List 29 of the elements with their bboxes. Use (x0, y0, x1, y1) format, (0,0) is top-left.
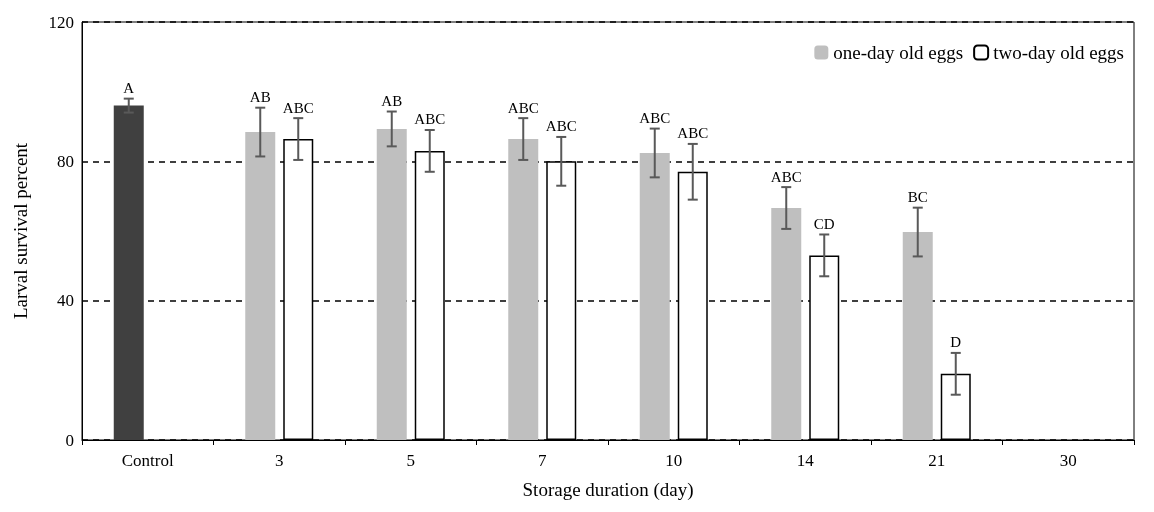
data-label: D (950, 334, 962, 351)
data-label: ABC (639, 110, 671, 127)
data-label: ABC (282, 99, 314, 116)
legend-label: one-day old eggs (833, 42, 964, 63)
data-label: BC (907, 189, 928, 206)
legend-label: two-day old eggs (993, 42, 1125, 63)
data-label: ABC (507, 99, 539, 116)
data-label: ABC (414, 111, 446, 128)
data-label: A (123, 80, 135, 97)
y-tick-label: 40 (57, 291, 74, 311)
y-tick-label: 120 (48, 12, 74, 32)
y-tick-label: 0 (65, 430, 74, 450)
x-tick-label: 21 (928, 451, 946, 470)
x-tick-label: 7 (538, 451, 547, 470)
x-tick-label: 3 (275, 451, 284, 470)
data-label: AB (249, 89, 271, 106)
x-axis-title: Storage duration (day) (522, 479, 694, 501)
data-label: AB (381, 93, 403, 110)
y-tick-label: 80 (57, 151, 74, 171)
x-tick-label: 10 (665, 451, 683, 470)
x-tick-label: 14 (796, 451, 815, 470)
x-tick-label: Control (121, 451, 174, 470)
data-label: ABC (677, 125, 709, 142)
data-label: ABC (545, 118, 577, 135)
data-label: CD (813, 215, 835, 232)
y-axis-title: Larval survival percent (10, 142, 31, 320)
x-tick-label: 5 (406, 451, 415, 470)
data-label: ABC (770, 168, 802, 185)
x-tick-label: 30 (1059, 451, 1077, 470)
